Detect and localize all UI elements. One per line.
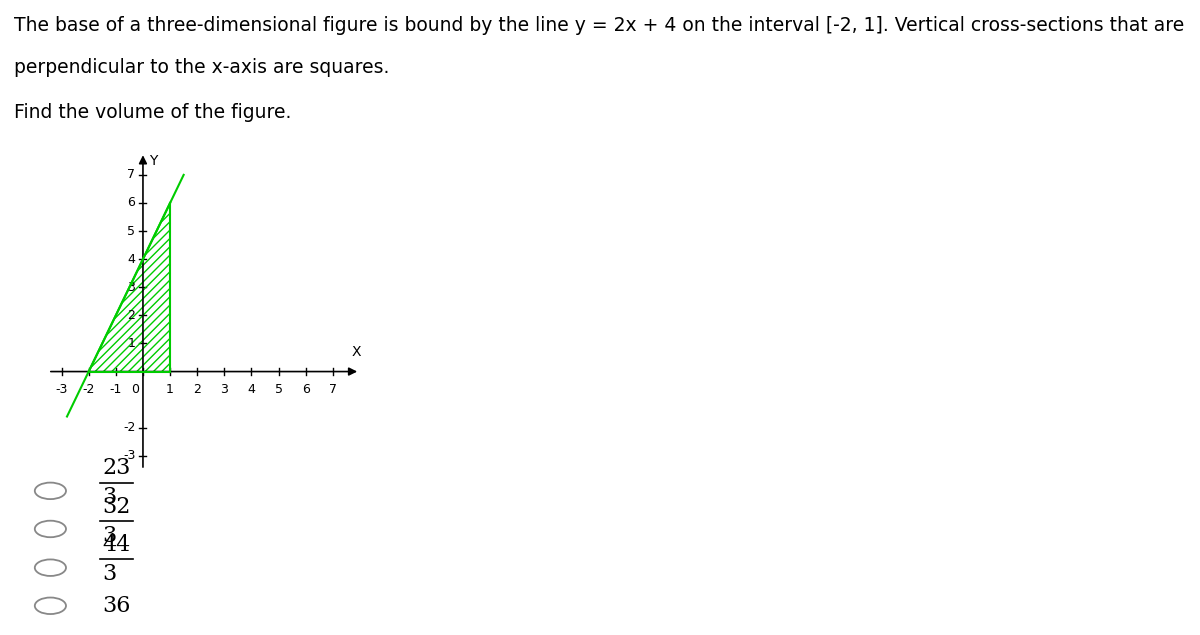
Text: 44: 44 xyxy=(102,534,131,556)
Text: -2: -2 xyxy=(122,421,136,434)
Text: 5: 5 xyxy=(275,384,283,396)
Text: 1: 1 xyxy=(166,384,174,396)
Text: 7: 7 xyxy=(329,384,337,396)
Text: -3: -3 xyxy=(122,450,136,462)
Text: Find the volume of the figure.: Find the volume of the figure. xyxy=(14,103,292,122)
Text: 6: 6 xyxy=(302,384,310,396)
Text: -2: -2 xyxy=(83,384,95,396)
Text: X: X xyxy=(352,345,361,359)
Text: 4: 4 xyxy=(247,384,256,396)
Text: -1: -1 xyxy=(109,384,122,396)
Text: 36: 36 xyxy=(102,595,131,617)
Text: 4: 4 xyxy=(127,253,136,265)
Text: 3: 3 xyxy=(127,281,136,294)
Text: 5: 5 xyxy=(127,225,136,237)
Text: 3: 3 xyxy=(102,525,116,547)
Text: The base of a three-dimensional figure is bound by the line y = 2x + 4 on the in: The base of a three-dimensional figure i… xyxy=(14,16,1184,35)
Text: 3: 3 xyxy=(102,563,116,585)
Text: 3: 3 xyxy=(221,384,228,396)
Text: 23: 23 xyxy=(102,457,131,479)
Text: 6: 6 xyxy=(127,196,136,210)
Text: -3: -3 xyxy=(55,384,67,396)
Text: 2: 2 xyxy=(127,309,136,322)
Text: 1: 1 xyxy=(127,337,136,350)
Text: Y: Y xyxy=(149,154,157,168)
Text: 7: 7 xyxy=(127,168,136,182)
Text: 32: 32 xyxy=(102,495,131,518)
Text: 2: 2 xyxy=(193,384,202,396)
Text: 3: 3 xyxy=(102,486,116,509)
Text: 0: 0 xyxy=(131,384,139,396)
Text: perpendicular to the x-axis are squares.: perpendicular to the x-axis are squares. xyxy=(14,58,390,77)
